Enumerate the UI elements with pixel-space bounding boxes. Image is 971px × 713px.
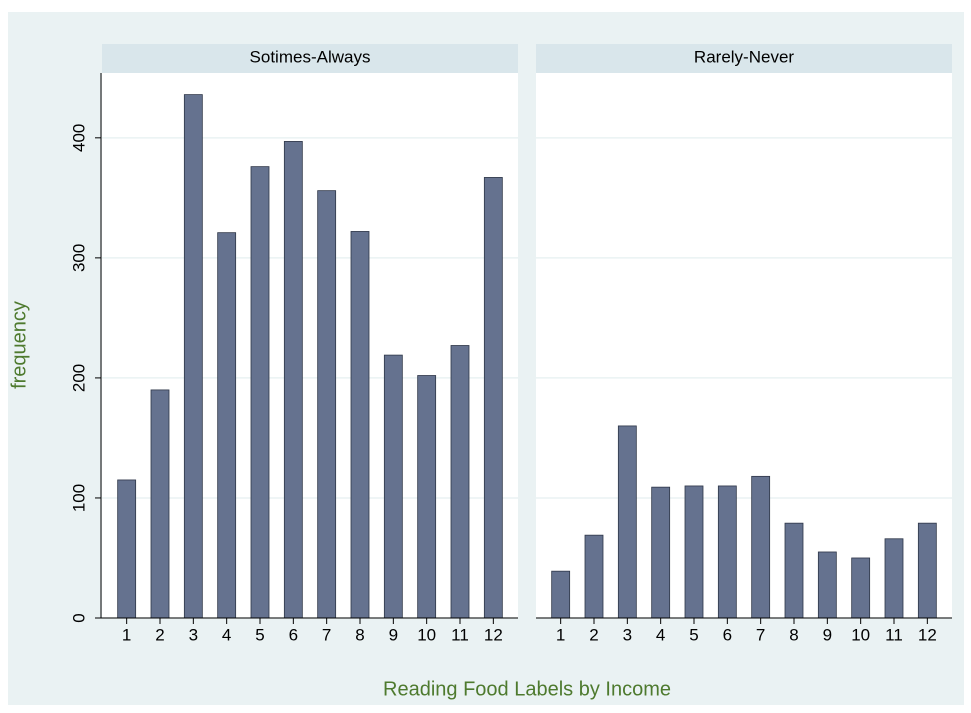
- y-tick-label: 400: [69, 124, 88, 152]
- bar: [350, 231, 370, 619]
- x-tick-label: 9: [823, 625, 832, 644]
- x-tick-label: 2: [155, 625, 164, 644]
- bar: [217, 232, 237, 619]
- x-tick-label: 7: [322, 625, 331, 644]
- bar: [584, 534, 604, 619]
- x-tick-label: 3: [189, 625, 198, 644]
- bar: [483, 177, 503, 619]
- y-tick-label: 300: [69, 244, 88, 272]
- x-tick-label: 6: [289, 625, 298, 644]
- bar: [651, 486, 671, 619]
- x-tick-label: 1: [556, 625, 565, 644]
- x-tick-label: 8: [789, 625, 798, 644]
- x-tick-label: 12: [484, 625, 503, 644]
- x-tick-label: 12: [918, 625, 937, 644]
- panel-header: [102, 44, 518, 73]
- bar: [317, 190, 337, 619]
- bar: [917, 522, 937, 619]
- x-tick-label: 11: [885, 625, 903, 644]
- bar: [250, 166, 270, 619]
- bar: [150, 389, 170, 619]
- panel-background: [536, 73, 952, 618]
- x-tick-label: 6: [723, 625, 732, 644]
- panel-header: [536, 44, 952, 73]
- x-tick-label: 4: [656, 625, 665, 644]
- chart-title: Reading Food Labels by Income: [383, 678, 671, 700]
- panel-background: [102, 73, 518, 618]
- bar: [784, 522, 804, 619]
- bar: [717, 485, 737, 619]
- y-axis-label: frequency: [8, 301, 30, 389]
- bar: [183, 94, 203, 619]
- x-tick-label: 10: [851, 625, 870, 644]
- y-tick-label: 200: [69, 364, 88, 392]
- bar: [884, 538, 904, 619]
- x-tick-label: 5: [255, 625, 264, 644]
- bar: [417, 375, 437, 619]
- bar: [817, 551, 837, 619]
- bar: [684, 485, 704, 619]
- y-tick-label: 0: [69, 613, 88, 622]
- panel-title: Rarely-Never: [694, 47, 794, 66]
- x-tick-label: 3: [623, 625, 632, 644]
- bar: [117, 479, 137, 619]
- x-tick-label: 10: [417, 625, 436, 644]
- x-tick-label: 4: [222, 625, 231, 644]
- x-tick-label: 5: [689, 625, 698, 644]
- y-tick-label: 100: [69, 484, 88, 512]
- bar: [383, 354, 403, 619]
- bar: [450, 345, 470, 619]
- bar: [551, 570, 571, 619]
- x-tick-label: 11: [451, 625, 469, 644]
- x-tick-label: 8: [355, 625, 364, 644]
- x-tick-label: 7: [756, 625, 765, 644]
- x-tick-label: 2: [589, 625, 598, 644]
- bar: [751, 475, 771, 619]
- x-tick-label: 1: [122, 625, 131, 644]
- panel-title: Sotimes-Always: [250, 47, 371, 66]
- bar: [851, 557, 871, 619]
- x-tick-label: 9: [389, 625, 398, 644]
- bar: [617, 425, 637, 619]
- bar: [283, 141, 303, 619]
